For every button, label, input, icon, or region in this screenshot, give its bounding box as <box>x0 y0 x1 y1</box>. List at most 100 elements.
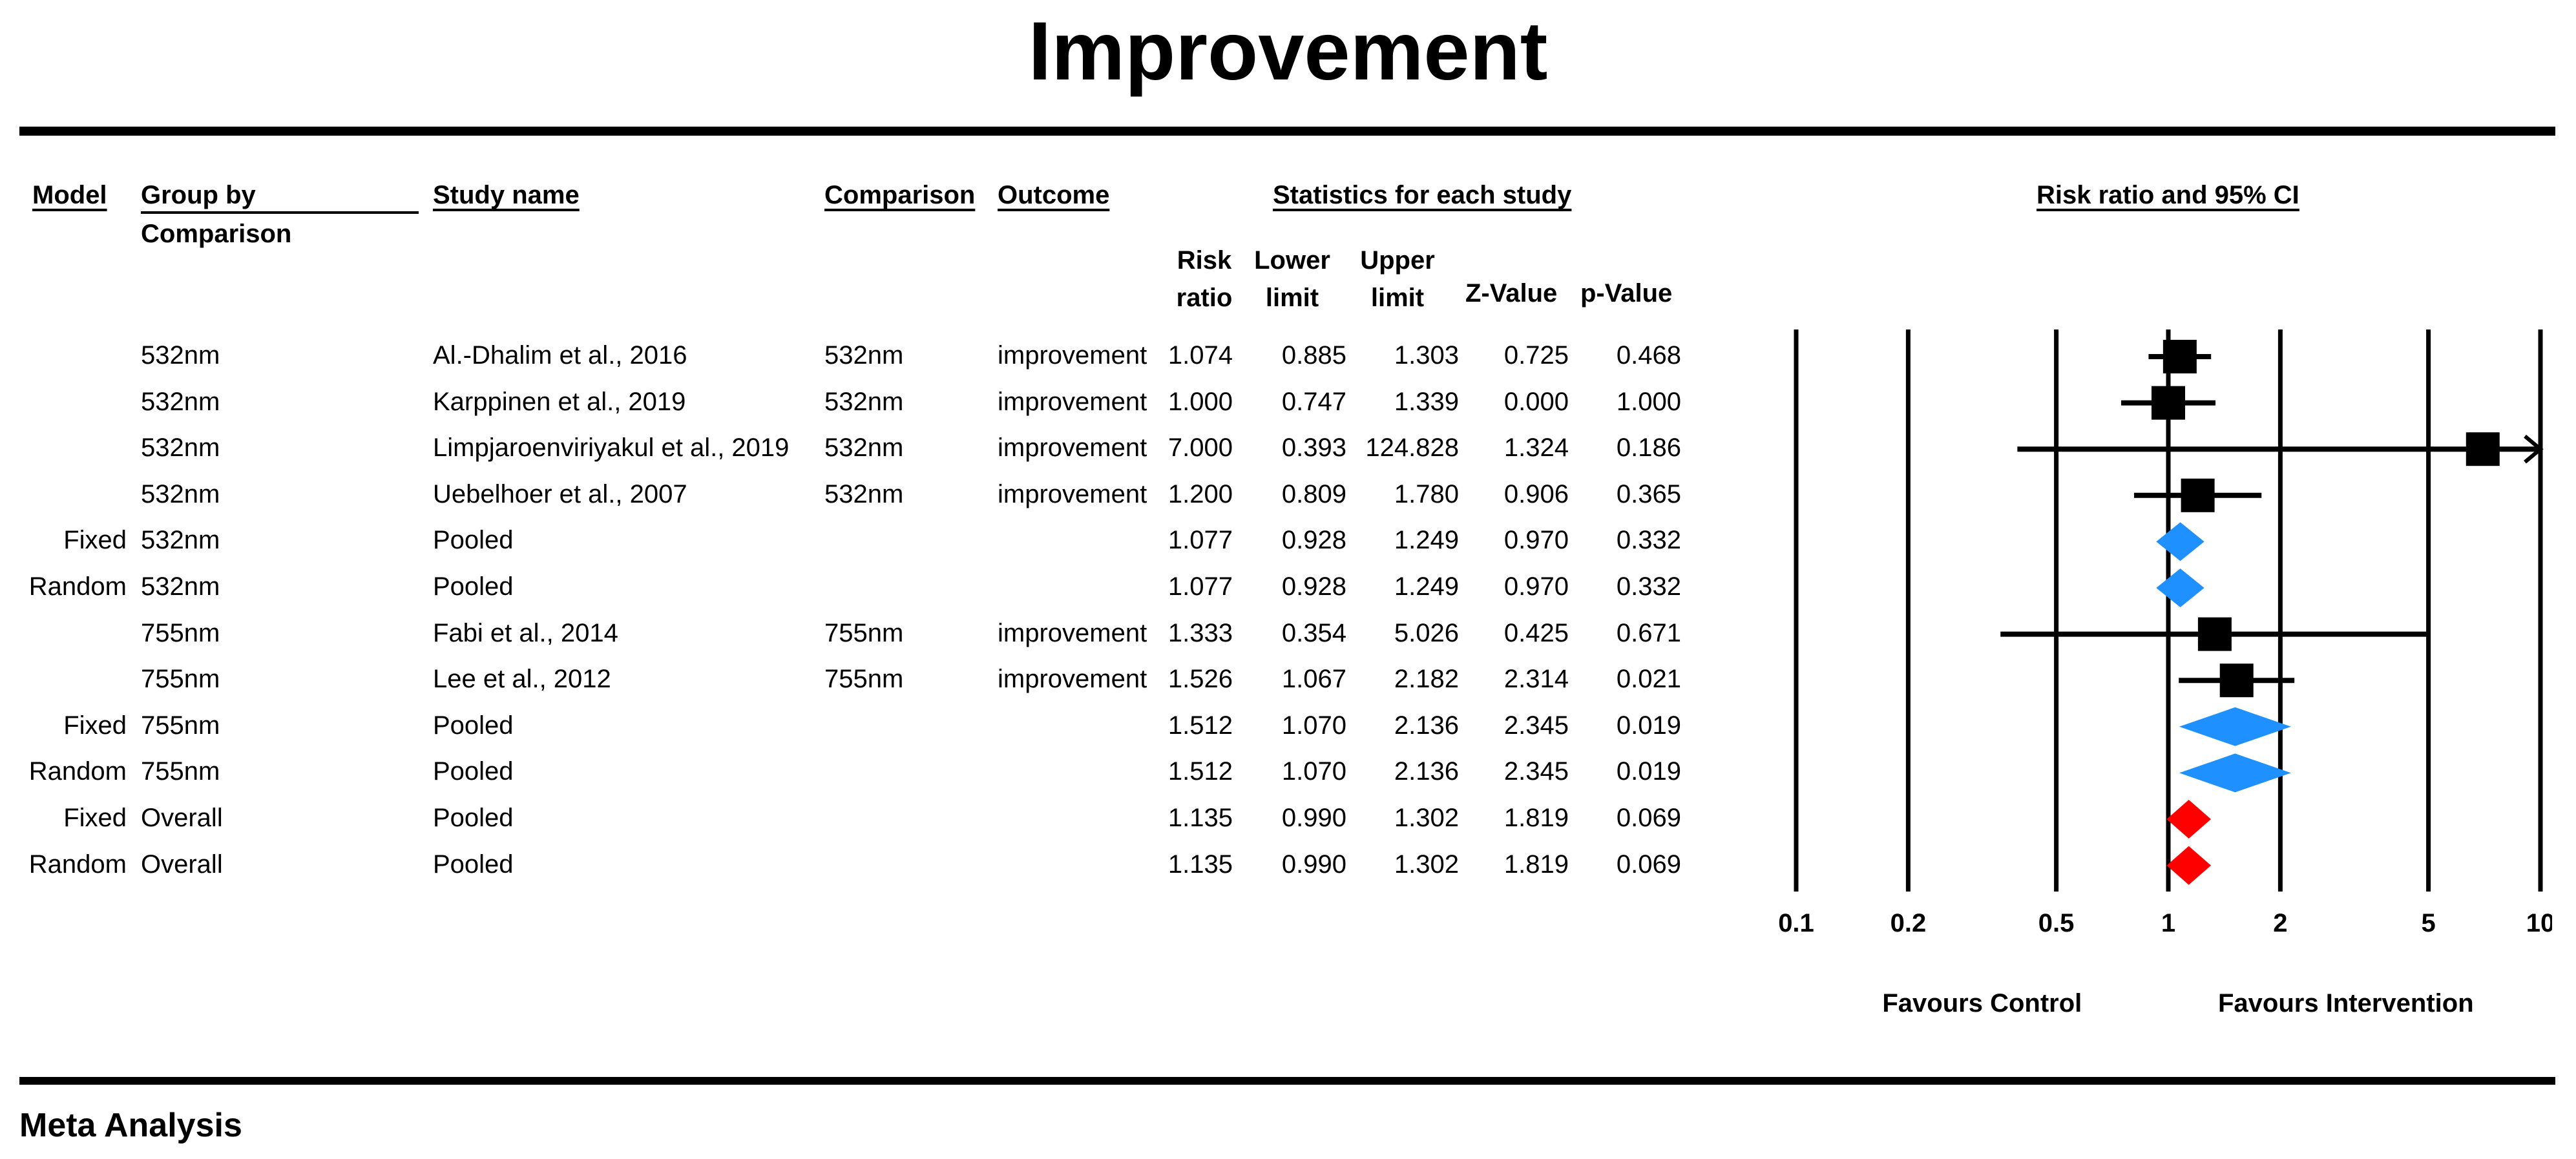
cell-p-value: 0.332 <box>1616 526 1681 555</box>
header-study: Study name <box>433 181 580 209</box>
cell-upper-limit: 1.302 <box>1394 804 1459 832</box>
cell-p-value: 0.332 <box>1616 572 1681 601</box>
cell-group: Overall <box>141 850 223 879</box>
cell-outcome: improvement <box>998 433 1147 463</box>
header-lower-limit: Lower limit <box>1254 246 1330 312</box>
cell-upper-limit: 2.136 <box>1394 757 1459 786</box>
tick-label: 0.1 <box>1778 909 1814 937</box>
cell-p-value: 0.019 <box>1616 711 1681 740</box>
cell-risk-ratio: 1.512 <box>1168 711 1233 740</box>
cell-upper-limit: 2.136 <box>1394 711 1459 740</box>
cell-z-value: 0.000 <box>1503 387 1569 416</box>
cell-p-value: 0.069 <box>1616 850 1681 879</box>
chart-title: Improvement <box>1028 5 1548 98</box>
cell-upper-limit: 124.828 <box>1365 433 1459 463</box>
cell-group: 532nm <box>141 572 220 601</box>
cell-study: Pooled <box>433 757 514 786</box>
cell-lower-limit: 0.928 <box>1281 526 1346 555</box>
cell-risk-ratio: 1.135 <box>1168 804 1233 832</box>
cell-study: Pooled <box>433 850 514 879</box>
cell-study: Pooled <box>433 711 514 740</box>
pooled-diamond <box>2179 707 2291 746</box>
cell-study: Lee et al., 2012 <box>433 665 611 694</box>
cell-p-value: 0.069 <box>1616 804 1681 832</box>
cell-outcome: improvement <box>998 387 1147 416</box>
tick-label: 0.2 <box>1890 909 1927 937</box>
study-marker <box>2197 617 2232 651</box>
header-comparison: Comparison <box>824 181 976 209</box>
cell-risk-ratio: 1.077 <box>1168 526 1233 555</box>
cell-p-value: 0.019 <box>1616 757 1681 786</box>
cell-p-value: 0.186 <box>1616 433 1681 463</box>
cell-study: Karppinen et al., 2019 <box>433 387 686 416</box>
cell-model: Random <box>28 850 127 879</box>
favours-intervention-label: Favours Intervention <box>2218 989 2474 1018</box>
tick-label: 10 <box>2526 909 2552 937</box>
cell-model: Fixed <box>63 711 127 740</box>
cell-z-value: 2.314 <box>1503 665 1569 694</box>
header-p-value: p-Value <box>1580 279 1673 308</box>
cell-outcome: improvement <box>998 665 1147 694</box>
cell-p-value: 0.671 <box>1616 618 1681 647</box>
header-stats-group: Statistics for each study <box>1273 181 1572 209</box>
cell-group: 532nm <box>141 387 220 416</box>
tick-label: 1 <box>2161 909 2175 937</box>
header-outcome: Outcome <box>998 181 1110 209</box>
cell-lower-limit: 0.393 <box>1281 433 1346 463</box>
study-marker <box>2181 478 2215 512</box>
pooled-diamond <box>2156 522 2204 561</box>
header-risk-ratio: Risk ratio <box>1176 246 1233 312</box>
header-model: Model <box>32 181 107 209</box>
cell-risk-ratio: 1.333 <box>1168 618 1233 647</box>
cell-z-value: 0.906 <box>1503 479 1569 508</box>
top-rule <box>19 127 2555 136</box>
cell-p-value: 1.000 <box>1616 387 1681 416</box>
cell-upper-limit: 1.339 <box>1394 387 1459 416</box>
bottom-rule <box>19 1077 2555 1085</box>
header-group-line2: Comparison <box>141 220 292 248</box>
cell-z-value: 1.324 <box>1503 433 1569 463</box>
cell-comparison: 532nm <box>824 433 904 463</box>
cell-upper-limit: 1.303 <box>1394 341 1459 370</box>
cell-group: 532nm <box>141 341 220 370</box>
cell-model: Random <box>28 757 127 786</box>
footer-meta-analysis: Meta Analysis <box>19 1107 242 1144</box>
cell-group: 755nm <box>141 618 220 647</box>
cell-comparison: 532nm <box>824 341 904 370</box>
study-marker <box>2466 432 2500 466</box>
tick-label: 0.5 <box>2038 909 2075 937</box>
ci-arrow <box>2524 434 2544 464</box>
cell-risk-ratio: 1.074 <box>1168 341 1233 370</box>
cell-lower-limit: 1.067 <box>1281 665 1346 694</box>
cell-comparison: 532nm <box>824 479 904 508</box>
header-plot: Risk ratio and 95% CI <box>2037 181 2299 209</box>
cell-z-value: 0.970 <box>1503 526 1569 555</box>
cell-study: Uebelhoer et al., 2007 <box>433 479 687 508</box>
cell-risk-ratio: 1.200 <box>1168 479 1233 508</box>
cell-p-value: 0.021 <box>1616 665 1681 694</box>
cell-z-value: 2.345 <box>1503 757 1569 786</box>
cell-lower-limit: 0.928 <box>1281 572 1346 601</box>
cell-comparison: 755nm <box>824 618 904 647</box>
cell-group: 755nm <box>141 665 220 694</box>
cell-model: Random <box>28 572 127 601</box>
cell-risk-ratio: 1.135 <box>1168 850 1233 879</box>
cell-upper-limit: 1.302 <box>1394 850 1459 879</box>
cell-upper-limit: 2.182 <box>1394 665 1459 694</box>
cell-group: 532nm <box>141 479 220 508</box>
cell-study: Limpjaroenviriyakul et al., 2019 <box>433 433 790 463</box>
cell-group: 532nm <box>141 433 220 463</box>
cell-study: Fabi et al., 2014 <box>433 618 618 647</box>
cell-model: Fixed <box>63 526 127 555</box>
cell-comparison: 755nm <box>824 665 904 694</box>
cell-group: Overall <box>141 804 223 832</box>
cell-outcome: improvement <box>998 341 1147 370</box>
cell-lower-limit: 1.070 <box>1281 711 1346 740</box>
cell-upper-limit: 1.249 <box>1394 572 1459 601</box>
cell-study: Pooled <box>433 804 514 832</box>
cell-group: 532nm <box>141 526 220 555</box>
cell-z-value: 0.970 <box>1503 572 1569 601</box>
cell-study: Pooled <box>433 526 514 555</box>
cell-lower-limit: 0.747 <box>1281 387 1346 416</box>
cell-study: Pooled <box>433 572 514 601</box>
